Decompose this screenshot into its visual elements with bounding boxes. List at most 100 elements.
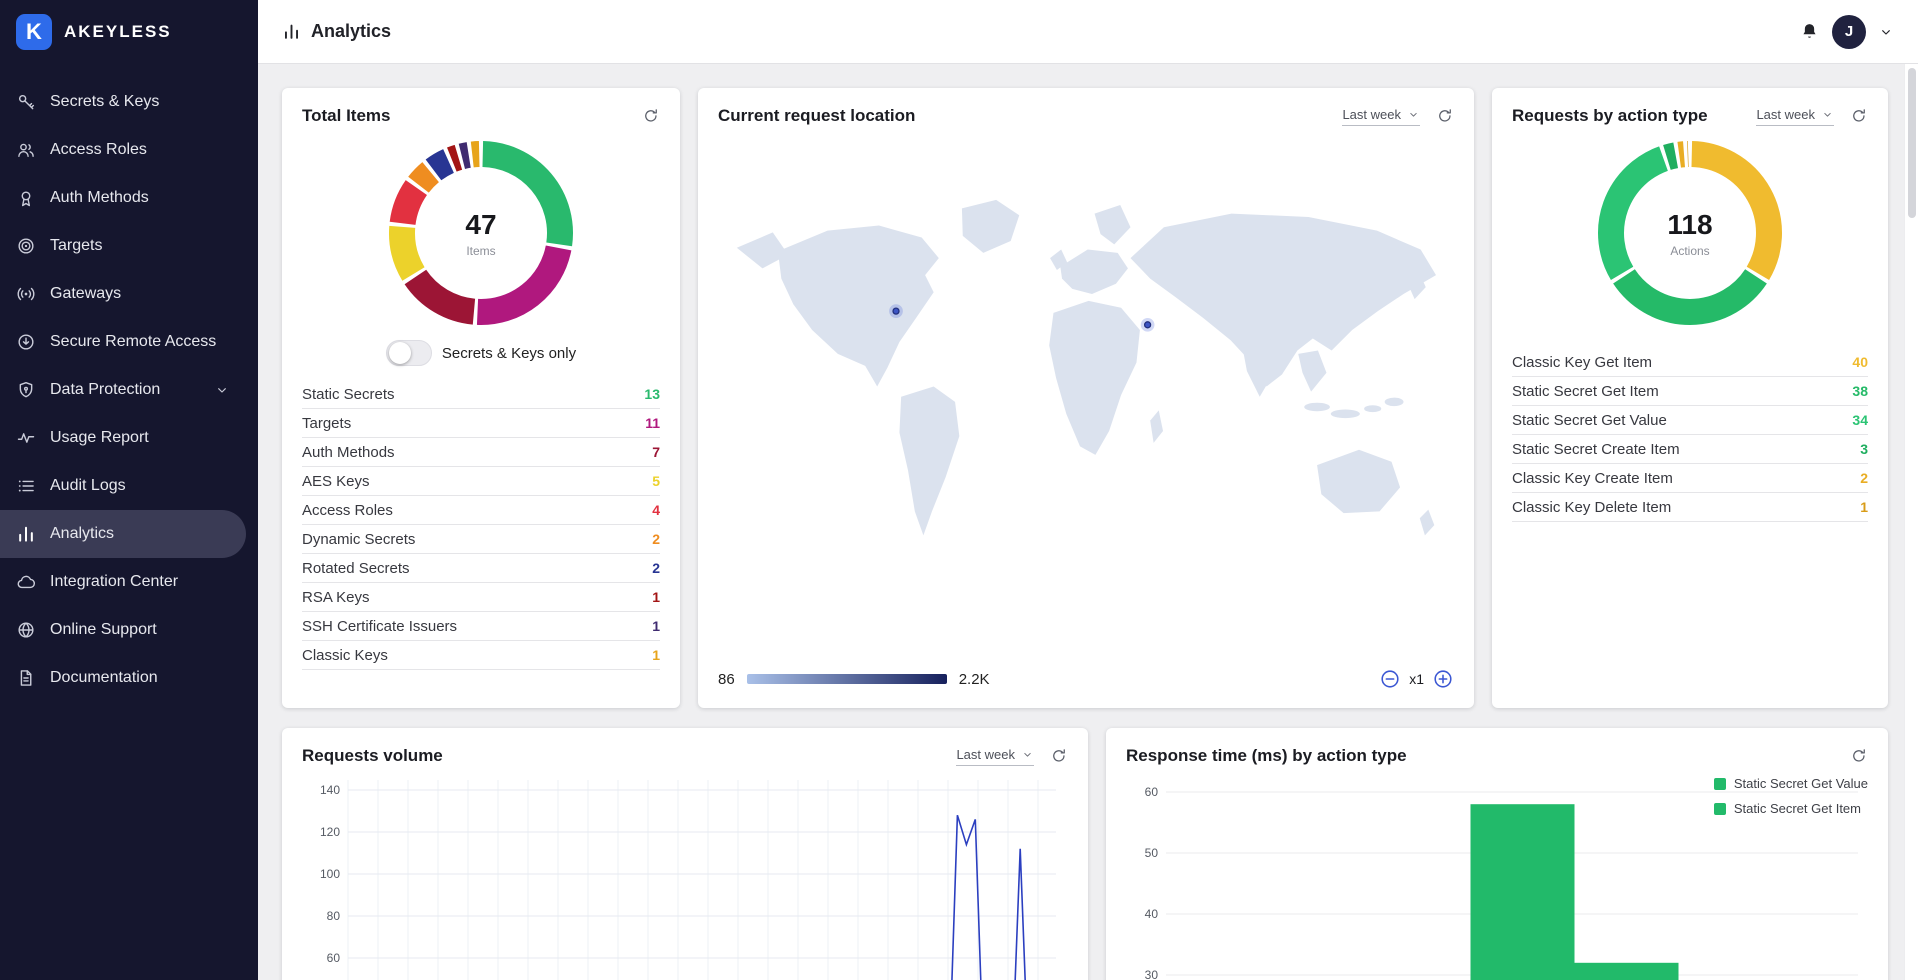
refresh-icon[interactable] <box>1850 747 1868 765</box>
sidebar-item-gateways[interactable]: Gateways <box>0 270 246 318</box>
list-icon <box>16 476 36 496</box>
zoom-out-icon[interactable] <box>1379 668 1401 690</box>
map-scandinavia <box>1094 205 1131 245</box>
sidebar-item-auth-methods[interactable]: Auth Methods <box>0 174 246 222</box>
svg-text:60: 60 <box>1145 785 1159 799</box>
donut-segment-classic-key-get-item[interactable] <box>1691 141 1782 281</box>
map-indonesia <box>1304 402 1330 412</box>
sidebar-item-audit-logs[interactable]: Audit Logs <box>0 462 246 510</box>
user-menu-chevron-icon[interactable] <box>1878 24 1894 40</box>
refresh-icon[interactable] <box>1050 747 1068 765</box>
card-title: Requests by action type <box>1512 106 1708 125</box>
donut-segment-classic-key-create-item[interactable] <box>1677 141 1686 168</box>
stat-row-rsa-keys[interactable]: RSA Keys 1 <box>302 583 660 612</box>
legend-item-static-secret-get-item[interactable]: Static Secret Get Item <box>1713 801 1861 816</box>
map-australia <box>1317 449 1401 514</box>
map-madagascar <box>1150 410 1164 443</box>
world-map[interactable] <box>718 130 1454 660</box>
request-location-marker <box>892 307 900 315</box>
stat-row-access-roles[interactable]: Access Roles 4 <box>302 496 660 525</box>
donut-segment-rotated-secrets[interactable] <box>425 149 455 181</box>
logo-letter: K <box>26 19 42 44</box>
sidebar-item-targets[interactable]: Targets <box>0 222 246 270</box>
stat-row-ssh-certificate-issuers[interactable]: SSH Certificate Issuers 1 <box>302 612 660 641</box>
zoom-in-icon[interactable] <box>1432 668 1454 690</box>
sidebar-item-analytics[interactable]: Analytics <box>0 510 246 558</box>
stat-row-auth-methods[interactable]: Auth Methods 7 <box>302 438 660 467</box>
svg-text:100: 100 <box>320 867 340 881</box>
donut-segment-static-secret-get-value[interactable] <box>1598 146 1669 281</box>
donut-segment-static-secret-create-item[interactable] <box>1663 142 1679 170</box>
bar-static-secret-get-item[interactable] <box>1574 962 1679 980</box>
stat-row-classic-key-create-item[interactable]: Classic Key Create Item 2 <box>1512 464 1868 493</box>
map-se-asia <box>1298 350 1327 392</box>
stat-row-classic-keys[interactable]: Classic Keys 1 <box>302 641 660 670</box>
sidebar-item-label: Access Roles <box>50 141 147 158</box>
topbar-right: J <box>1799 14 1894 49</box>
notifications-bell-icon[interactable] <box>1799 21 1820 42</box>
stat-row-targets[interactable]: Targets 11 <box>302 409 660 438</box>
stat-row-static-secret-create-item[interactable]: Static Secret Create Item 3 <box>1512 435 1868 464</box>
stat-row-static-secret-get-item[interactable]: Static Secret Get Item 38 <box>1512 377 1868 406</box>
stat-label: Static Secret Get Value <box>1512 411 1667 429</box>
time-range-select[interactable]: Last week <box>1342 107 1420 126</box>
sidebar-item-label: Gateways <box>50 285 122 302</box>
sidebar-item-integration-center[interactable]: Integration Center <box>0 558 246 606</box>
donut-segment-ssh-certificate-issuers[interactable] <box>458 142 471 169</box>
stat-row-aes-keys[interactable]: AES Keys 5 <box>302 467 660 496</box>
sidebar-item-online-support[interactable]: Online Support <box>0 606 246 654</box>
map-indonesia <box>1364 405 1382 413</box>
requests-volume-chart: 140120100806040200 <box>302 774 1068 980</box>
donut-segment-targets[interactable] <box>476 244 572 325</box>
refresh-icon[interactable] <box>1436 107 1454 125</box>
stat-row-rotated-secrets[interactable]: Rotated Secrets 2 <box>302 554 660 583</box>
secrets-keys-only-toggle[interactable] <box>385 340 432 366</box>
stat-row-classic-key-get-item[interactable]: Classic Key Get Item 40 <box>1512 348 1868 377</box>
time-range-select[interactable]: Last week <box>1756 107 1834 126</box>
brand[interactable]: K AKEYLESS <box>0 0 258 64</box>
stat-value: 1 <box>1860 499 1868 515</box>
stat-row-dynamic-secrets[interactable]: Dynamic Secrets 2 <box>302 525 660 554</box>
time-range-value: Last week <box>1756 106 1815 122</box>
refresh-icon[interactable] <box>1850 107 1868 125</box>
document-icon <box>16 668 36 688</box>
stat-label: SSH Certificate Issuers <box>302 617 458 635</box>
time-range-select[interactable]: Last week <box>956 747 1034 766</box>
sidebar-item-access-roles[interactable]: Access Roles <box>0 126 246 174</box>
user-avatar[interactable]: J <box>1832 14 1866 49</box>
map-indonesia <box>1384 397 1404 407</box>
total-items-list: Static Secrets 13 Targets 11 Auth Methods 7 AE… <box>302 380 660 670</box>
stat-row-static-secret-get-value[interactable]: Static Secret Get Value 34 <box>1512 406 1868 435</box>
chevron-down-icon[interactable] <box>214 382 230 398</box>
donut-segment-static-secret-get-item[interactable] <box>1613 268 1767 325</box>
requests-volume-line-chart: 140120100806040200 <box>320 780 1056 980</box>
donut-segment-aes-keys[interactable] <box>389 225 425 281</box>
requests-by-action-card: Requests by action type Last week 118 Ac… <box>1492 88 1888 708</box>
donut-segment-auth-methods[interactable] <box>404 269 476 325</box>
legend-item-static-secret-get-value[interactable]: Static Secret Get Value <box>1713 776 1868 791</box>
stat-row-classic-key-delete-item[interactable]: Classic Key Delete Item 1 <box>1512 493 1868 522</box>
sidebar-item-documentation[interactable]: Documentation <box>0 654 246 702</box>
map-africa <box>1049 300 1140 455</box>
scrollbar[interactable] <box>1904 64 1918 980</box>
bar-static-secret-get-value[interactable] <box>1470 804 1575 980</box>
donut-segment-access-roles[interactable] <box>389 180 428 226</box>
stat-label: Auth Methods <box>302 443 395 461</box>
donut-segment-dynamic-secrets[interactable] <box>408 162 440 193</box>
sidebar-item-secure-remote-access[interactable]: Secure Remote Access <box>0 318 246 366</box>
map-footer: 86 2.2K x1 <box>718 660 1454 690</box>
sidebar-item-label: Audit Logs <box>50 477 126 494</box>
donut-segment-rsa-keys[interactable] <box>447 144 463 172</box>
sidebar-item-secrets-keys[interactable]: Secrets & Keys <box>0 78 246 126</box>
refresh-icon[interactable] <box>642 107 660 125</box>
svg-text:50: 50 <box>1145 846 1159 860</box>
scrollbar-thumb[interactable] <box>1907 68 1916 218</box>
time-range-value: Last week <box>1342 106 1401 122</box>
donut-segment-static-secrets[interactable] <box>482 141 573 247</box>
stat-label: Static Secret Get Item <box>1512 382 1659 400</box>
users-icon <box>16 140 36 160</box>
sidebar-item-data-protection[interactable]: Data Protection <box>0 366 246 414</box>
stat-value: 38 <box>1852 383 1868 399</box>
sidebar-item-usage-report[interactable]: Usage Report <box>0 414 246 462</box>
stat-row-static-secrets[interactable]: Static Secrets 13 <box>302 380 660 409</box>
